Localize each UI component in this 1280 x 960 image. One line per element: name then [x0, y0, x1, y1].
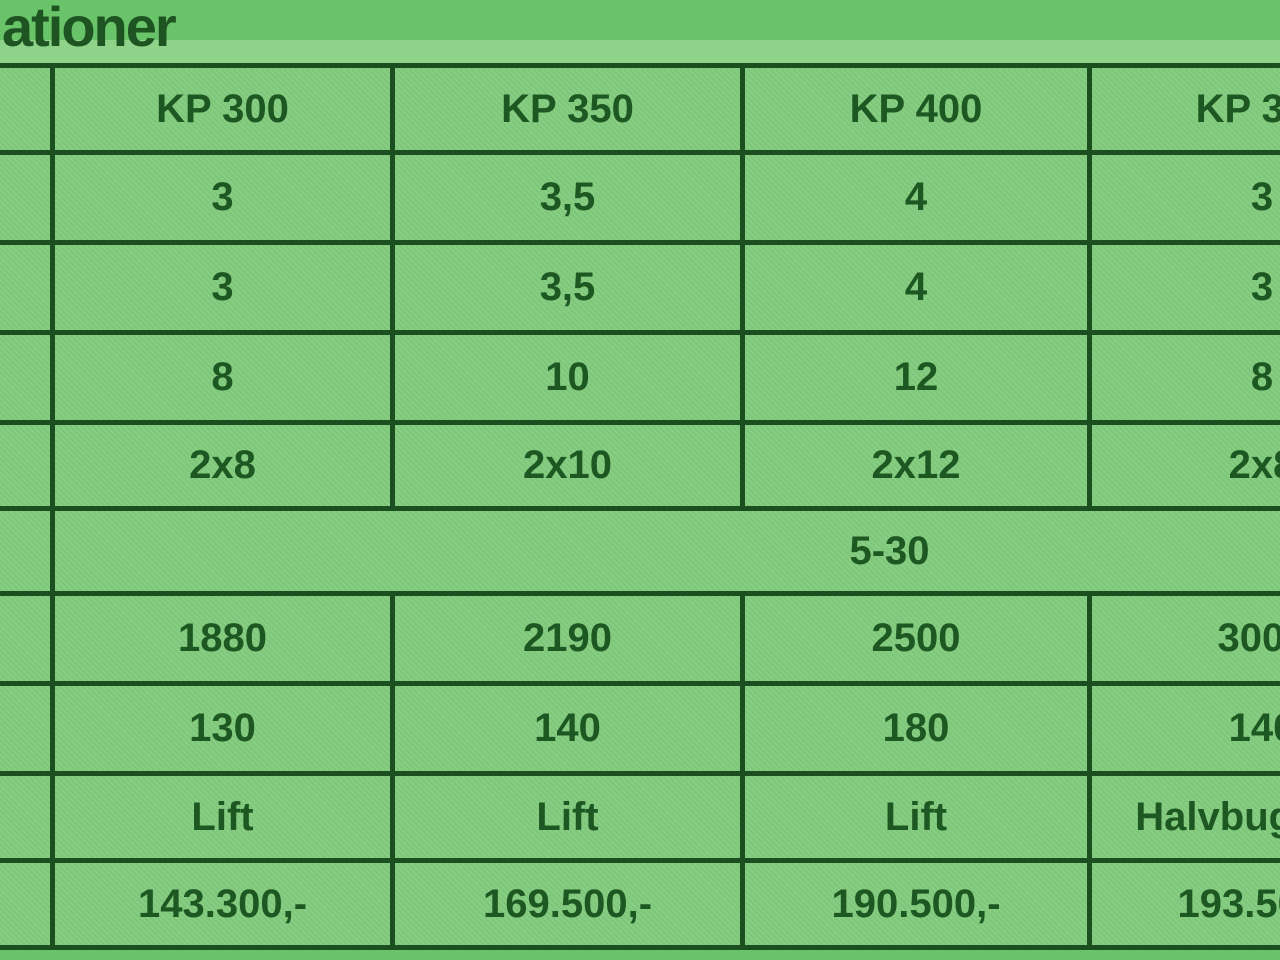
- row-label-cell: [0, 330, 55, 425]
- table-cell: 4: [740, 150, 1092, 245]
- column-header: KP 350: [390, 63, 745, 155]
- row-label-cell: [0, 150, 55, 245]
- row-label-cell: [0, 420, 55, 511]
- price-cell: 169.500,-: [390, 858, 745, 950]
- row-label-cell: [0, 591, 55, 686]
- table-row-merged: 5-30: [0, 506, 1280, 596]
- table-cell: Lift: [50, 771, 395, 863]
- table-cell: 2x10: [390, 420, 745, 511]
- row-label-cell: [0, 240, 55, 335]
- table-row: 8 10 12 8: [0, 330, 1280, 425]
- table-row: 3 3,5 4 3: [0, 150, 1280, 245]
- table-row: 1880 2190 2500 3000: [0, 591, 1280, 686]
- table-cell: 12: [740, 330, 1092, 425]
- table-cell: 3: [50, 240, 395, 335]
- table-row: 130 140 180 140: [0, 681, 1280, 776]
- table-row: Lift Lift Lift Halvbugseret: [0, 771, 1280, 863]
- table-cell: 2x8: [50, 420, 395, 511]
- column-header: KP 400: [740, 63, 1092, 155]
- table-cell: 10: [390, 330, 745, 425]
- column-header: KP 300: [1087, 63, 1280, 155]
- table-cell: 2500: [740, 591, 1092, 686]
- row-label-header: [0, 63, 55, 155]
- table-cell: 8: [50, 330, 395, 425]
- table-cell: Lift: [740, 771, 1092, 863]
- table-cell: 140: [390, 681, 745, 776]
- row-label-cell: [0, 506, 55, 596]
- table-cell: 3,5: [390, 150, 745, 245]
- table-cell: 4: [740, 240, 1092, 335]
- table-cell: 3,5: [390, 240, 745, 335]
- row-label-cell: [0, 858, 55, 950]
- price-cell: 190.500,-: [740, 858, 1092, 950]
- table-cell: 140: [1087, 681, 1280, 776]
- table-cell: 3: [1087, 240, 1280, 335]
- table-cell: 180: [740, 681, 1092, 776]
- table-cell: Lift: [390, 771, 745, 863]
- light-band: [0, 40, 1280, 64]
- spec-table: KP 300 KP 350 KP 400 KP 300 3 3,5 4 3 3 …: [0, 63, 1280, 950]
- table-cell: 3: [50, 150, 395, 245]
- table-row: 3 3,5 4 3: [0, 240, 1280, 335]
- table-cell: 2190: [390, 591, 745, 686]
- table-cell-merged: 5-30: [50, 506, 1280, 596]
- table-cell: Halvbugseret: [1087, 771, 1280, 863]
- column-header: KP 300: [50, 63, 395, 155]
- table-cell: 8: [1087, 330, 1280, 425]
- table-cell: 3000: [1087, 591, 1280, 686]
- table-cell: 1880: [50, 591, 395, 686]
- column-header-row: KP 300 KP 350 KP 400 KP 300: [0, 63, 1280, 155]
- row-label-cell: [0, 771, 55, 863]
- price-cell: 193.500,-: [1087, 858, 1280, 950]
- table-row: 2x8 2x10 2x12 2x8: [0, 420, 1280, 511]
- row-label-cell: [0, 681, 55, 776]
- page-title: ationer: [2, 0, 177, 58]
- table-row-price: 143.300,- 169.500,- 190.500,- 193.500,-: [0, 858, 1280, 950]
- table-cell: 3: [1087, 150, 1280, 245]
- table-cell: 2x8: [1087, 420, 1280, 511]
- price-cell: 143.300,-: [50, 858, 395, 950]
- table-cell: 130: [50, 681, 395, 776]
- table-cell: 2x12: [740, 420, 1092, 511]
